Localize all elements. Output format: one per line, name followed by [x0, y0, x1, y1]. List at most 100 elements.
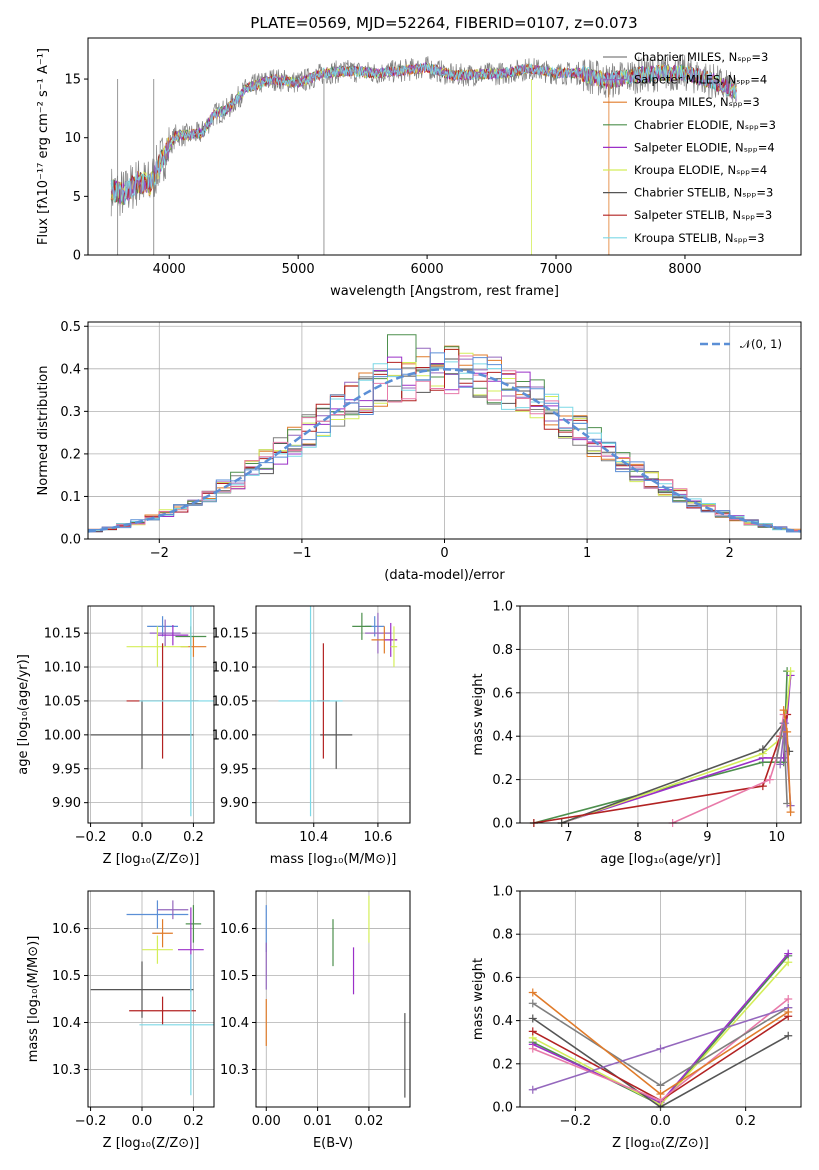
spectrum-series-line	[110, 62, 737, 205]
x-tick-label: 0	[440, 546, 448, 561]
axes-frame	[87, 605, 215, 824]
legend-label: Salpeter ELODIE, Nₛₚₚ=4	[634, 140, 775, 154]
y-tick-label: 5	[73, 190, 81, 205]
y-tick-label: 10.05	[44, 694, 81, 709]
weight-point	[784, 949, 793, 958]
y-tick-label: 0.0	[60, 533, 81, 548]
x-tick-label: −0.2	[75, 830, 107, 845]
x-tick-label: 8000	[668, 262, 701, 277]
axes-frame	[87, 890, 215, 1108]
x-tick-label: 4000	[153, 262, 186, 277]
x-tick-label: 7000	[539, 262, 572, 277]
x-tick-label: 0.01	[303, 1114, 332, 1129]
y-axis-label: Normed distribution	[36, 366, 51, 496]
y-tick-label: 0.3	[60, 405, 81, 420]
y-axis-label: mass weight	[471, 673, 486, 755]
x-axis-label: mass [log₁₀(M/M⊙)]	[270, 852, 397, 867]
axes-frame	[255, 605, 411, 824]
legend-label: Salpeter STELIB, Nₛₚₚ=3	[634, 208, 772, 222]
weight-point	[656, 1090, 665, 1099]
axes-frame	[87, 37, 802, 256]
weight-series-line	[561, 671, 792, 823]
legend-label: Chabrier STELIB, Nₛₚₚ=3	[634, 186, 773, 200]
y-tick-label: 0.2	[492, 1057, 513, 1072]
weight-point	[528, 1014, 537, 1023]
axes-frame	[519, 605, 802, 824]
spectrum-panel: 4000 5000 6000 7000 8000 0 5 10 15 wavelength [An…	[36, 37, 802, 299]
age-vs-mass-panel: 10.4 10.6 9.90 9.95 10.00 10.05 10.10 10.15 mass…	[212, 605, 411, 867]
y-axis-label: mass weight	[471, 958, 486, 1040]
y-axis-label: mass [log₁₀(M/M⊙)]	[26, 936, 41, 1063]
weight-point	[772, 753, 781, 762]
y-tick-label: 0.4	[492, 1014, 513, 1029]
y-tick-label: 0.8	[492, 928, 513, 943]
age-vs-z-panel: −0.2 0.0 0.2 9.90 9.95 10.00 10.05 10.10 10.15 Z …	[16, 605, 215, 867]
y-tick-label: 10.4	[220, 1016, 249, 1031]
y-tick-label: 9.95	[220, 762, 249, 777]
y-tick-label: 10	[64, 131, 81, 146]
weight-point	[779, 706, 788, 715]
x-tick-label: −0.2	[75, 1114, 107, 1129]
weight-vs-z-panel: −0.2 0.0 0.2 0.0 0.2 0.4 0.6 0.8 1.0 Z [log₁₀(Z/Z…	[471, 885, 802, 1151]
spectrum-title: PLATE=0569, MJD=52264, FIBERID=0107, z=0…	[250, 14, 637, 32]
y-tick-label: 10.6	[52, 922, 81, 937]
x-tick-label: 7	[564, 830, 572, 845]
legend-label: Kroupa STELIB, Nₛₚₚ=3	[634, 231, 765, 245]
y-tick-label: 10.6	[220, 922, 249, 937]
y-tick-label: 10.3	[52, 1063, 81, 1078]
y-tick-label: 10.05	[212, 694, 249, 709]
weight-point	[528, 1027, 537, 1036]
weight-point	[783, 727, 792, 736]
y-tick-label: 0.6	[492, 686, 513, 701]
y-axis-label: Flux [fλ10⁻¹⁷ erg cm⁻² s⁻¹ A⁻¹]	[36, 48, 51, 245]
weight-series-line	[672, 714, 785, 823]
y-tick-label: 0.5	[60, 320, 81, 335]
x-axis-label: E(B-V)	[313, 1136, 353, 1151]
weight-point	[786, 667, 795, 676]
y-tick-label: 10.00	[212, 728, 249, 743]
weight-point	[656, 1081, 665, 1090]
legend-label: Salpeter MILES, Nₛₚₚ=4	[634, 73, 767, 87]
y-tick-label: 9.95	[52, 762, 81, 777]
x-tick-label: 0.0	[650, 1114, 671, 1129]
y-tick-label: 10.4	[52, 1016, 81, 1031]
legend-label: Kroupa MILES, Nₛₚₚ=3	[634, 95, 760, 109]
y-tick-label: 10.5	[52, 969, 81, 984]
x-axis-label: wavelength [Angstrom, rest frame]	[330, 284, 559, 299]
y-tick-label: 10.3	[220, 1063, 249, 1078]
x-tick-label: −0.2	[560, 1114, 592, 1129]
x-tick-label: 8	[634, 830, 642, 845]
x-tick-label: 9	[703, 830, 711, 845]
x-axis-label: Z [log₁₀(Z/Z⊙)]	[103, 852, 200, 867]
y-tick-label: 0.2	[60, 447, 81, 462]
x-tick-label: 10.4	[299, 830, 328, 845]
weight-point	[656, 1044, 665, 1053]
weight-point	[765, 775, 774, 784]
y-tick-label: 0.1	[60, 490, 81, 505]
x-tick-label: 0.2	[183, 1114, 204, 1129]
y-tick-label: 10.10	[212, 661, 249, 676]
y-tick-label: 1.0	[492, 885, 513, 900]
y-tick-label: 0	[73, 249, 81, 264]
y-tick-label: 10.00	[44, 728, 81, 743]
x-tick-label: 5000	[282, 262, 315, 277]
weight-vs-age-panel: 7 8 9 10 0.0 0.2 0.4 0.6 0.8 1.0 age [log₁₀(age/yr…	[471, 600, 802, 867]
weight-point	[784, 995, 793, 1003]
y-tick-label: 0.0	[492, 817, 513, 832]
y-tick-label: 0.6	[492, 971, 513, 986]
y-tick-label: 10.10	[44, 661, 81, 676]
axes-frame	[519, 890, 802, 1108]
weight-point	[528, 999, 537, 1008]
x-tick-label: 10.6	[363, 830, 392, 845]
x-tick-label: 0.0	[132, 1114, 153, 1129]
histogram-series	[88, 355, 801, 532]
x-axis-label: age [log₁₀(age/yr)]	[600, 852, 721, 867]
y-tick-label: 15	[64, 73, 81, 88]
x-axis-label: (data-model)/error	[384, 568, 505, 583]
y-tick-label: 9.90	[52, 796, 81, 811]
x-tick-label: 0.02	[354, 1114, 383, 1129]
y-tick-label: 10.15	[212, 627, 249, 642]
y-tick-label: 10.15	[44, 627, 81, 642]
weight-point	[784, 958, 793, 967]
weight-point	[528, 1085, 537, 1094]
